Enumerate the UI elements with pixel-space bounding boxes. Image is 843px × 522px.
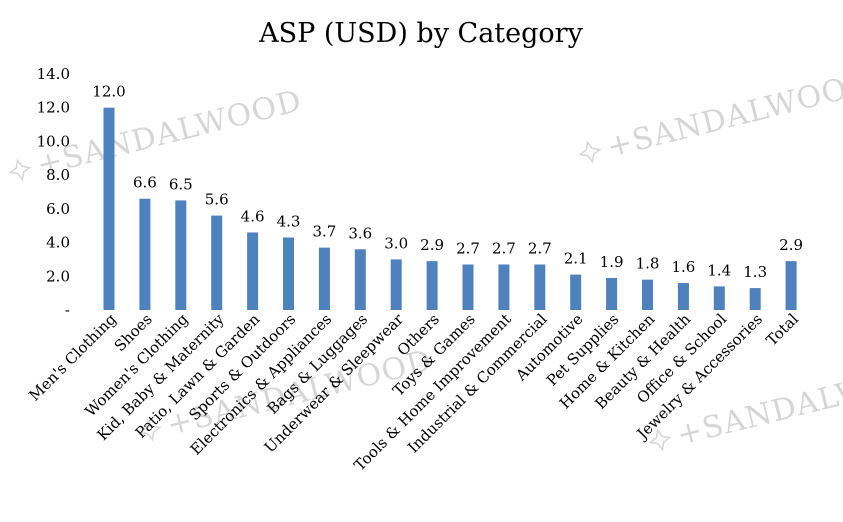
y-tick-label: -	[65, 301, 70, 319]
data-label: 4.3	[277, 213, 301, 231]
data-label: 3.6	[348, 224, 372, 242]
data-label: 6.5	[169, 175, 193, 193]
data-labels-group: 12.0 6.6 6.5 5.6 4.6 4.3 3.7 3.6 3.0 2.9 2.7 2.7 2.7…	[92, 83, 803, 281]
bars-group	[103, 107, 797, 310]
bar	[175, 200, 187, 310]
bar	[785, 261, 797, 310]
bar	[534, 264, 546, 310]
y-tick-label: 12.0	[37, 99, 70, 117]
bar	[713, 286, 725, 310]
data-label: 6.6	[133, 174, 157, 192]
bar	[462, 264, 474, 310]
bar	[498, 264, 510, 310]
bar	[211, 215, 223, 310]
watermark-logo-icon	[648, 428, 672, 452]
x-tick-label: Total	[763, 310, 802, 349]
watermark-logo-icon	[8, 158, 32, 182]
data-label: 3.7	[312, 223, 336, 241]
bar	[247, 232, 259, 310]
bar	[606, 277, 618, 310]
y-tick-label: 14.0	[37, 65, 70, 83]
y-axis: - 2.0 4.0 6.0 8.0 10.0 12.0 14.0	[37, 65, 70, 319]
bar	[283, 237, 294, 310]
bar	[390, 259, 402, 310]
data-label: 2.7	[492, 239, 516, 257]
data-label: 1.9	[600, 253, 624, 271]
data-label: 1.6	[671, 258, 695, 276]
bar	[570, 274, 582, 310]
watermark-text: +SANDALWOOD	[603, 65, 843, 165]
data-label: 2.9	[779, 236, 803, 254]
data-label: 12.0	[92, 83, 125, 101]
bar	[642, 279, 653, 310]
data-label: 2.9	[420, 236, 444, 254]
data-label: 1.8	[636, 255, 660, 273]
data-label: 1.3	[743, 263, 767, 281]
y-tick-label: 10.0	[37, 132, 70, 150]
bar	[749, 288, 761, 310]
bar	[318, 247, 330, 310]
data-label: 2.7	[456, 239, 480, 257]
bar	[426, 261, 438, 310]
y-tick-label: 8.0	[46, 166, 70, 184]
watermark-logo-icon	[138, 418, 162, 442]
watermark-text: +SANDALWOOD	[33, 83, 305, 183]
data-label: 2.7	[528, 239, 552, 257]
y-tick-label: 6.0	[46, 200, 70, 218]
bar	[139, 198, 151, 310]
data-label: 5.6	[205, 191, 229, 209]
watermark-2: +SANDALWOOD	[578, 65, 843, 165]
data-label: 1.4	[707, 261, 731, 279]
data-label: 2.1	[564, 250, 588, 268]
y-tick-label: 4.0	[46, 234, 70, 252]
y-tick-label: 2.0	[46, 267, 70, 285]
data-label: 4.6	[241, 207, 265, 225]
chart-title: ASP (USD) by Category	[258, 18, 583, 49]
bar	[103, 107, 115, 310]
data-label: 3.0	[384, 234, 408, 252]
watermark-logo-icon	[578, 140, 602, 164]
bar	[677, 283, 689, 310]
bar	[354, 249, 366, 310]
